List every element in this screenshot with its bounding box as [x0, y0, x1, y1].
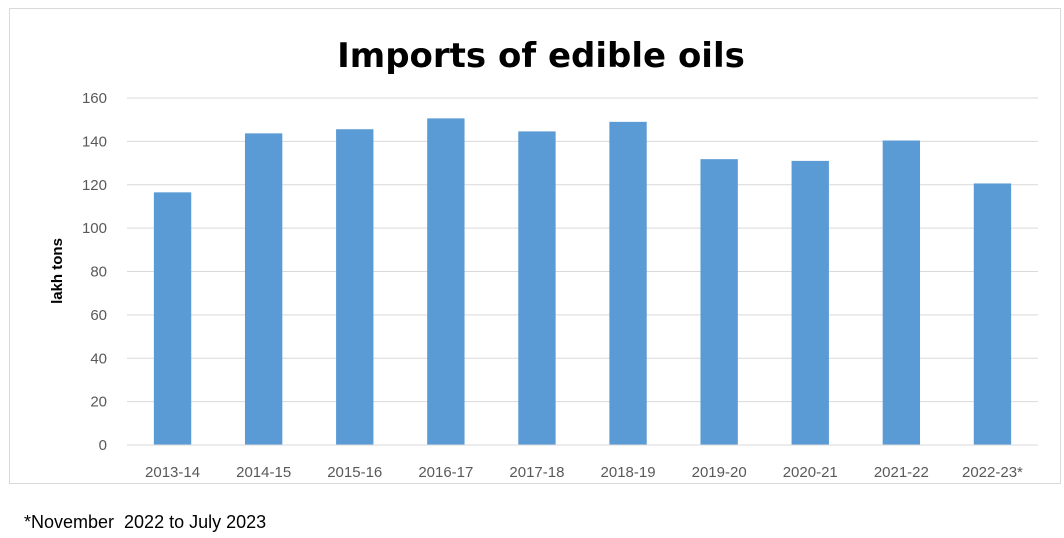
- y-tick-label: 160: [82, 90, 107, 107]
- y-tick-label: 60: [90, 307, 107, 324]
- y-tick-label: 140: [82, 133, 107, 150]
- chart-title: Imports of edible oils: [337, 36, 745, 76]
- bar-2015-16: [336, 129, 374, 446]
- bar-2014-15: [244, 133, 283, 445]
- x-tick-label: 2014-15: [236, 464, 291, 481]
- y-axis-label: lakh tons: [49, 238, 66, 304]
- x-tick-label: 2020-21: [783, 464, 838, 481]
- bar-chart: Imports of edible oils lakh tons 0 20 40 60…: [49, 36, 1038, 481]
- x-tick-label: 2022-23*: [962, 464, 1023, 481]
- x-axis-ticks: 2013-14 2014-15 2015-16 2016-17 2017-18 2018-…: [145, 464, 1023, 481]
- x-tick-label: 2021-22: [874, 464, 929, 481]
- bar-2019-20: [700, 159, 738, 445]
- bar-2013-14: [153, 192, 192, 445]
- footnote: *November 2022 to July 2023: [24, 512, 267, 532]
- y-axis-ticks: 0 20 40 60 80 100 120 140 160: [82, 90, 107, 454]
- y-tick-label: 0: [99, 437, 107, 454]
- bar-2017-18: [518, 131, 556, 445]
- bar-2018-19: [609, 121, 647, 445]
- bars: [153, 118, 1012, 446]
- bar-2016-17: [427, 118, 465, 445]
- y-tick-label: 40: [90, 350, 107, 367]
- bar-2022-23*: [973, 183, 1012, 446]
- y-tick-label: 100: [82, 220, 107, 237]
- y-tick-label: 120: [82, 177, 107, 194]
- x-tick-label: 2019-20: [692, 464, 747, 481]
- x-tick-label: 2016-17: [418, 464, 473, 481]
- x-tick-label: 2015-16: [327, 464, 382, 481]
- bar-2021-22: [882, 140, 921, 445]
- y-tick-label: 80: [90, 264, 107, 281]
- x-tick-label: 2018-19: [601, 464, 656, 481]
- x-tick-label: 2013-14: [145, 464, 200, 481]
- x-tick-label: 2017-18: [509, 464, 564, 481]
- y-tick-label: 20: [90, 394, 107, 411]
- bar-2020-21: [791, 160, 829, 446]
